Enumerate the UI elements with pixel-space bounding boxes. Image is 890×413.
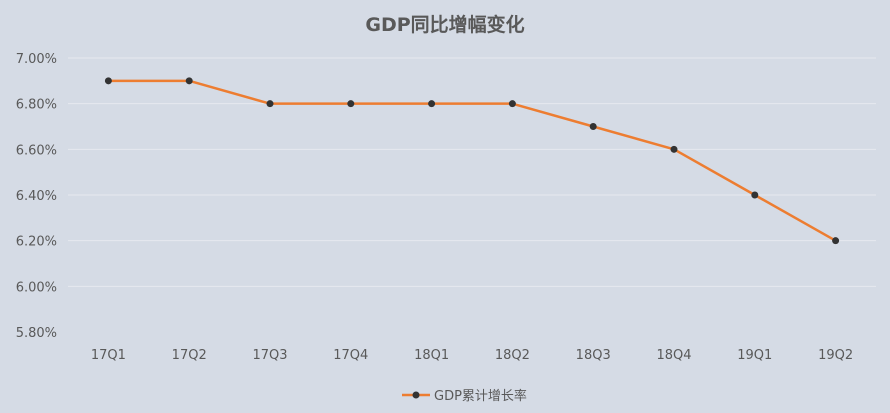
- x-tick-label: 19Q1: [737, 348, 772, 363]
- x-tick-label: 17Q1: [91, 348, 126, 363]
- x-tick-label: 17Q2: [172, 348, 207, 363]
- x-axis-ticks: 17Q1 17Q2 17Q3 17Q4 18Q1 18Q2 18Q3 18Q4 19Q1 19Q2: [91, 348, 853, 363]
- y-tick-label: 6.80%: [16, 98, 57, 113]
- y-tick-label: 5.80%: [16, 326, 57, 341]
- x-tick-label: 17Q4: [333, 348, 368, 363]
- y-tick-label: 6.60%: [16, 143, 57, 158]
- y-tick-label: 7.00%: [16, 52, 57, 67]
- data-point[interactable]: [185, 77, 193, 85]
- data-point[interactable]: [104, 77, 112, 85]
- data-point[interactable]: [347, 100, 355, 108]
- data-point[interactable]: [670, 145, 678, 153]
- x-tick-label: 19Q2: [818, 348, 853, 363]
- data-point[interactable]: [428, 100, 436, 108]
- x-tick-label: 18Q1: [414, 348, 449, 363]
- gridlines: [68, 57, 876, 287]
- y-tick-label: 6.20%: [16, 235, 57, 250]
- x-tick-label: 18Q4: [656, 348, 691, 363]
- legend-label: GDP累计增长率: [434, 388, 527, 404]
- data-point[interactable]: [589, 123, 597, 130]
- x-tick-label: 18Q2: [495, 348, 530, 363]
- y-tick-label: 6.40%: [16, 189, 57, 204]
- data-point[interactable]: [832, 237, 840, 245]
- x-tick-label: 17Q3: [252, 348, 287, 363]
- series-line: [108, 79, 837, 242]
- data-point[interactable]: [508, 100, 516, 108]
- legend-marker-swatch: [412, 391, 420, 399]
- x-tick-label: 18Q3: [576, 348, 611, 363]
- data-point[interactable]: [266, 100, 274, 108]
- legend[interactable]: GDP累计增长率: [402, 388, 527, 404]
- y-axis-ticks: 7.00% 6.80% 6.60% 6.40% 6.20% 6.00% 5.80%: [16, 52, 57, 341]
- chart-title: GDP同比增幅变化: [365, 13, 524, 36]
- data-point[interactable]: [751, 191, 759, 199]
- series-group: [104, 77, 840, 245]
- y-tick-label: 6.00%: [16, 280, 57, 295]
